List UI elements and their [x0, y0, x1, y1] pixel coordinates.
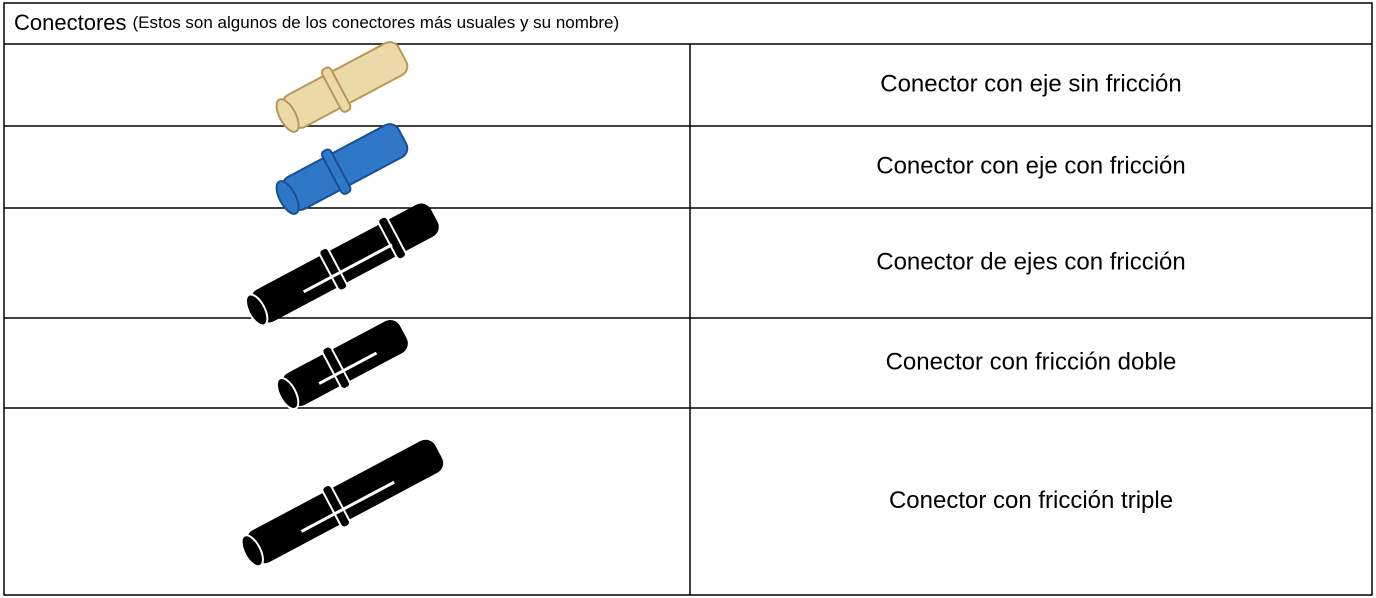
table-rows: Conector con eje sin fricción Conector co… — [4, 41, 1372, 568]
table-border — [3, 2, 1373, 596]
connector-name: Conector con eje con fricción — [876, 152, 1186, 179]
connector-image — [275, 41, 409, 133]
connector-image — [275, 123, 409, 215]
connector-ring — [321, 345, 351, 390]
connector-name: Conector de ejes con fricción — [876, 248, 1186, 275]
connector-end — [275, 180, 300, 215]
connector-ring — [320, 148, 352, 195]
connector-name: Conector con eje sin fricción — [880, 70, 1181, 97]
connector-body — [281, 123, 409, 211]
connector-body — [282, 319, 408, 407]
connector-body — [251, 203, 439, 323]
connector-slot — [302, 243, 393, 294]
connector-image — [275, 319, 408, 410]
connector-ring — [318, 247, 349, 292]
header-title: Conectores (Estos son algunos de los cone… — [14, 10, 619, 35]
connector-body — [281, 41, 409, 129]
connector-end — [245, 293, 269, 327]
header-title: Conectores — [14, 10, 127, 35]
connector-image — [240, 439, 444, 568]
connector-slot — [300, 480, 395, 533]
connector-ring — [377, 215, 407, 261]
header-subtitle: (Estos son algunos de los conectores más… — [133, 13, 620, 32]
connector-end — [240, 534, 264, 568]
connector-body — [246, 439, 444, 564]
connector-name: Conector con fricción doble — [886, 348, 1177, 375]
connector-end — [275, 98, 300, 133]
connector-name: Conector con fricción triple — [889, 487, 1173, 514]
connector-end — [275, 377, 300, 410]
connector-slot — [318, 351, 378, 385]
connector-ring — [321, 483, 351, 529]
connector-image — [245, 203, 439, 327]
connector-ring — [320, 66, 352, 113]
